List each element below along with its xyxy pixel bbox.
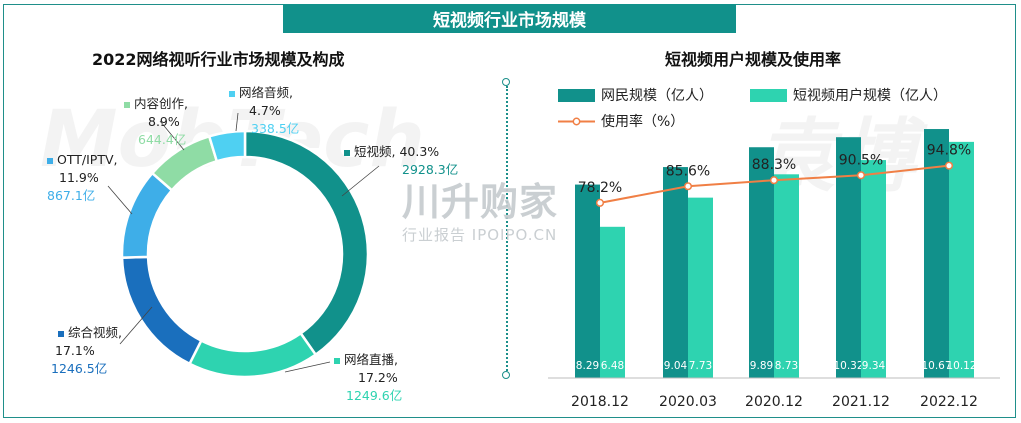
donut-chart: [107, 112, 380, 379]
bar-netizens-4: [924, 129, 949, 378]
legend-swatch-short-video-users: [750, 88, 787, 102]
pie-amount-ott: 867.1亿: [47, 188, 96, 203]
pie-amount-creation: 644.4亿: [138, 132, 187, 147]
bar-netizens-2: [749, 147, 774, 378]
watermark-brand: 川升购家 行业报告 IPOIPO.CN: [402, 180, 558, 245]
usage-rate-point-0: [595, 198, 605, 207]
pie-name-creation: 内容创作,: [134, 96, 188, 111]
pie-amount-live: 1249.6亿: [346, 388, 403, 403]
pie-chart-title: 2022网络视听行业市场规模及构成: [92, 50, 345, 69]
pie-leader-line-ott: [107, 185, 133, 215]
bar-value-label-short-video-users-0: 6.48: [601, 360, 624, 372]
legend-netizens: 网民规模（亿人）: [558, 85, 713, 105]
usage-rate-label-0: 78.2%: [578, 180, 622, 196]
legend-swatch-comprehensive: [58, 330, 64, 337]
pie-leader-line-live: [284, 361, 331, 373]
bar-short-video-users-3: [861, 160, 886, 378]
bar-short-video-users-1: [688, 197, 713, 378]
pie-slice-audio: [207, 129, 247, 163]
bar-netizens-1: [663, 167, 688, 378]
usage-rate-label-3: 90.5%: [839, 152, 883, 168]
legend-swatch-audio: [229, 90, 235, 97]
usage-rate-label-4: 94.8%: [927, 143, 971, 159]
pie-leader-line-comprehensive: [119, 306, 153, 345]
pie-leader-line-audio: [235, 112, 239, 132]
bar-value-label-netizens-4: 10.67: [921, 360, 951, 372]
usage-rate-point-3: [856, 171, 866, 180]
pie-name-comprehensive: 综合视频,: [68, 325, 122, 340]
bar-value-label-netizens-3: 10.32: [833, 360, 863, 372]
bar-value-label-short-video-users-4: 10.12: [946, 360, 976, 372]
bar-value-label-netizens-1: 9.04: [664, 360, 688, 372]
legend-swatch-live: [334, 357, 340, 364]
bar-short-video-users-4: [949, 141, 974, 378]
watermark-brand-sub: 行业报告 IPOIPO.CN: [402, 226, 558, 244]
pie-label-short-video: 短视频, 40.3% 2928.3亿: [344, 143, 458, 179]
bar-value-label-netizens-0: 8.29: [576, 360, 599, 372]
legend-label-usage-rate: 使用率（%）: [601, 114, 685, 130]
bar-value-label-netizens-2: 9.89: [750, 360, 773, 372]
pie-percent-live: 17.2%: [358, 370, 398, 385]
legend-swatch-ott: [47, 157, 53, 164]
legend-swatch-short-video: [344, 149, 350, 156]
bar-netizens-0: [575, 184, 600, 378]
bar-netizens-3: [836, 137, 861, 378]
pie-percent-comprehensive: 17.1%: [55, 343, 95, 358]
x-tick-label-1: 2020.03: [659, 394, 717, 410]
pie-leader-line-short-video: [341, 165, 380, 197]
banner-title: 短视频行业市场规模: [283, 4, 736, 33]
pie-name-short-video: 短视频,: [354, 144, 396, 159]
legend-swatch-creation: [124, 101, 130, 108]
pie-label-ott: OTT/IPTV, 11.9% 867.1亿: [47, 151, 118, 205]
pie-label-audio: 网络音频, 4.7% 338.5亿: [229, 84, 299, 138]
pie-percent-short-video: 40.3%: [399, 144, 440, 159]
usage-rate-label-1: 85.6%: [666, 163, 710, 179]
usage-rate-label-2: 88.3%: [752, 157, 796, 173]
legend-swatch-usage-rate: [558, 117, 595, 125]
pie-name-audio: 网络音频,: [239, 85, 293, 100]
x-tick-label-4: 2022.12: [920, 394, 978, 410]
pie-percent-audio: 4.7%: [249, 103, 281, 118]
pie-name-ott: OTT/IPTV,: [57, 152, 118, 167]
legend-swatch-netizens: [558, 88, 595, 102]
pie-label-creation: 内容创作, 8.9% 644.4亿: [124, 95, 188, 149]
x-tick-label-2: 2020.12: [745, 394, 803, 410]
divider-dot-bottom: [502, 371, 510, 379]
pie-percent-creation: 8.9%: [148, 114, 180, 129]
bar-value-label-short-video-users-2: 8.73: [775, 360, 798, 372]
pie-leader-line-creation: [159, 120, 185, 151]
legend-usage-rate: 使用率（%）: [558, 111, 684, 131]
legend-label-netizens: 网民规模（亿人）: [601, 88, 713, 104]
panel-divider: [506, 86, 508, 371]
pie-label-comprehensive: 综合视频, 17.1% 1246.5亿: [51, 324, 122, 378]
x-tick-label-0: 2018.12: [571, 394, 629, 410]
bar-short-video-users-2: [774, 174, 799, 378]
usage-rate-point-4: [944, 161, 954, 170]
pie-label-live: 网络直播, 17.2% 1249.6亿: [334, 351, 402, 405]
legend-label-short-video-users: 短视频用户规模（亿人）: [793, 88, 947, 104]
bar-chart-title: 短视频用户规模及使用率: [665, 50, 842, 69]
pie-amount-comprehensive: 1246.5亿: [51, 361, 108, 376]
usage-rate-point-1: [683, 182, 693, 191]
pie-percent-ott: 11.9%: [59, 170, 99, 185]
bar-value-label-short-video-users-3: 9.34: [862, 360, 886, 372]
divider-dot-top: [502, 78, 510, 86]
legend-short-video-users: 短视频用户规模（亿人）: [750, 85, 947, 105]
pie-amount-short-video: 2928.3亿: [402, 162, 459, 177]
pie-name-live: 网络直播,: [344, 352, 398, 367]
bar-short-video-users-0: [600, 226, 625, 378]
x-tick-label-3: 2021.12: [832, 394, 890, 410]
pie-amount-audio: 338.5亿: [251, 121, 300, 136]
usage-rate-point-2: [769, 176, 779, 185]
bar-value-label-short-video-users-1: 7.73: [689, 360, 712, 372]
watermark-brand-name: 川升购家: [402, 180, 559, 224]
